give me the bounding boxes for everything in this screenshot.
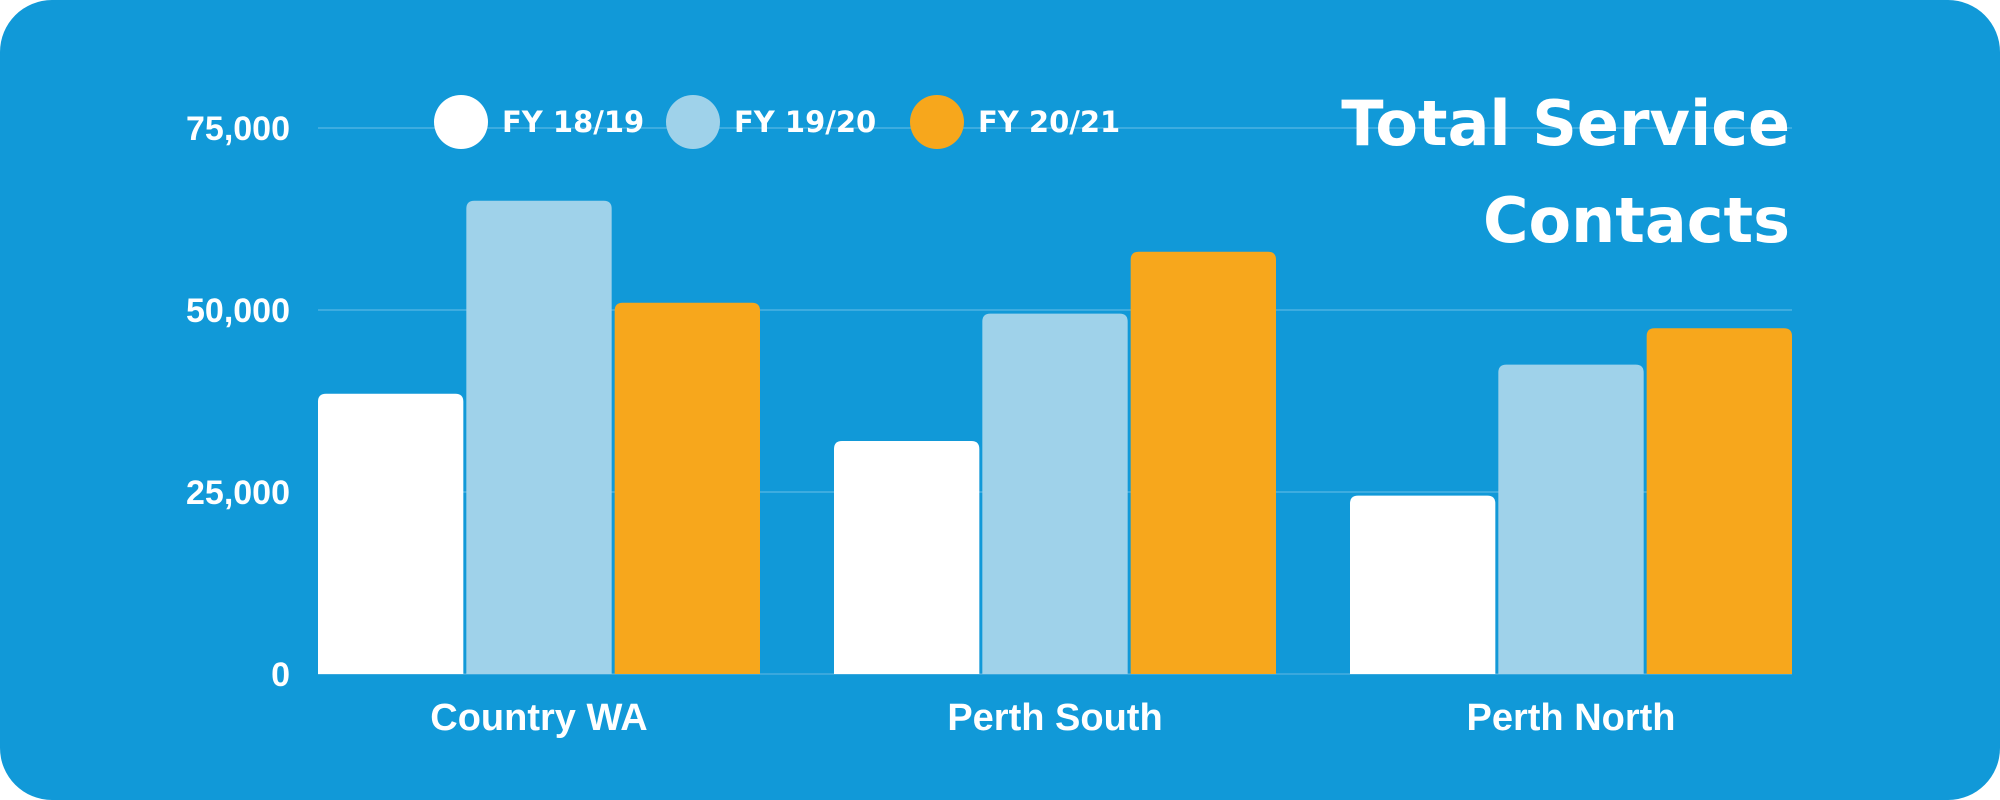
legend-label: FY 18/19 xyxy=(502,105,644,139)
legend-label: FY 19/20 xyxy=(734,105,876,139)
chart-title: Total Service Contacts xyxy=(1341,87,1790,257)
category-label: Country WA xyxy=(430,697,647,739)
category-label: Perth North xyxy=(1467,697,1676,739)
legend: FY 18/19 FY 19/20 FY 20/21 xyxy=(434,95,1120,149)
legend-swatch xyxy=(910,95,964,149)
legend-label: FY 20/21 xyxy=(978,105,1120,139)
category-label: Perth South xyxy=(947,697,1162,739)
y-axis-ticks: 0 25,000 50,000 75,000 xyxy=(186,110,290,694)
bar-fy-20-21 xyxy=(1130,251,1276,674)
bar-fy-18-19 xyxy=(1350,495,1496,674)
bar-fy-19-20 xyxy=(466,200,612,675)
bar-fy-18-19 xyxy=(834,441,980,674)
legend-swatch xyxy=(666,95,720,149)
y-tick-label: 25,000 xyxy=(186,474,290,512)
y-tick-label: 50,000 xyxy=(186,292,290,330)
legend-swatch xyxy=(434,95,488,149)
bar-fy-19-20 xyxy=(1498,364,1644,674)
bar-fy-19-20 xyxy=(982,313,1128,674)
chart-title-line: Contacts xyxy=(1483,184,1790,257)
bar-fy-18-19 xyxy=(318,393,464,674)
bar-fy-20-21 xyxy=(614,302,760,674)
y-tick-label: 75,000 xyxy=(186,110,290,148)
x-axis-categories: Country WA Perth South Perth North xyxy=(430,697,1675,739)
chart-title-line: Total Service xyxy=(1341,87,1790,160)
y-tick-label: 0 xyxy=(271,656,290,694)
bar-fy-20-21 xyxy=(1646,328,1792,674)
bars xyxy=(318,200,1792,675)
